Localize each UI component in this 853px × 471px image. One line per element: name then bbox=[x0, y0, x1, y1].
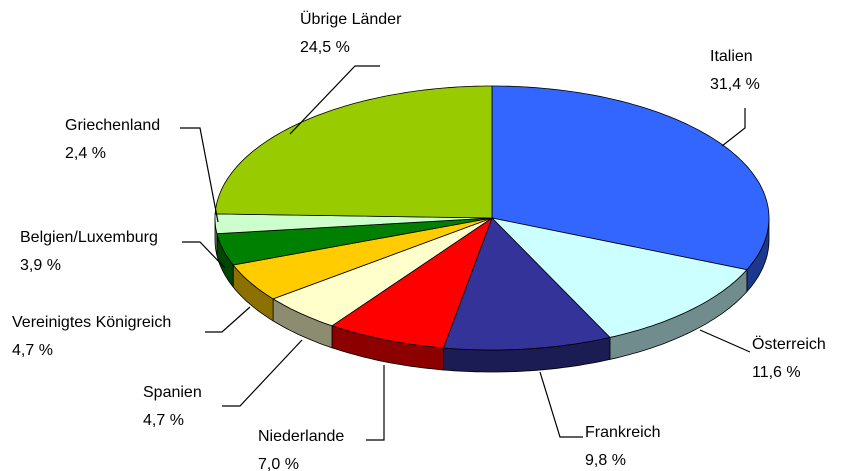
value-label: 4,7 % bbox=[143, 412, 184, 429]
slice-label: Italien bbox=[710, 48, 753, 65]
leader-line bbox=[205, 306, 251, 333]
slice-label: Spanien bbox=[143, 384, 202, 401]
slice bbox=[214, 85, 493, 219]
slice-label: Übrige Länder bbox=[300, 10, 402, 28]
value-label: 7,0 % bbox=[258, 456, 299, 471]
value-label: 2,4 % bbox=[65, 145, 106, 162]
slice bbox=[272, 217, 493, 327]
value-label: 11,6 % bbox=[752, 364, 801, 381]
leader-line bbox=[182, 241, 226, 269]
leader-line bbox=[721, 108, 746, 147]
leader-line bbox=[180, 127, 219, 223]
leader-line bbox=[222, 339, 303, 407]
value-label: 3,9 % bbox=[20, 257, 61, 274]
leader-line bbox=[289, 65, 380, 135]
slice-label: Belgien/Luxemburg bbox=[20, 229, 158, 246]
value-label: 9,8 % bbox=[585, 452, 626, 469]
leader-line bbox=[366, 365, 385, 441]
leader-line bbox=[539, 371, 583, 438]
slice bbox=[214, 213, 493, 235]
leader-line bbox=[699, 329, 751, 353]
slice-label: Niederlande bbox=[258, 428, 344, 445]
slice bbox=[331, 216, 493, 349]
slice-label: Österreich bbox=[752, 335, 826, 353]
slice bbox=[442, 217, 611, 351]
value-label: 24,5 % bbox=[300, 39, 350, 56]
slice bbox=[490, 217, 748, 338]
slice bbox=[232, 217, 493, 300]
value-label: 4,7 % bbox=[12, 342, 53, 359]
value-label: 31,4 % bbox=[710, 76, 760, 93]
slice-label: Frankreich bbox=[585, 424, 661, 441]
slice-label: Griechenland bbox=[65, 117, 160, 134]
slice-label: Vereinigtes Königreich bbox=[12, 314, 171, 331]
slice bbox=[216, 217, 493, 266]
